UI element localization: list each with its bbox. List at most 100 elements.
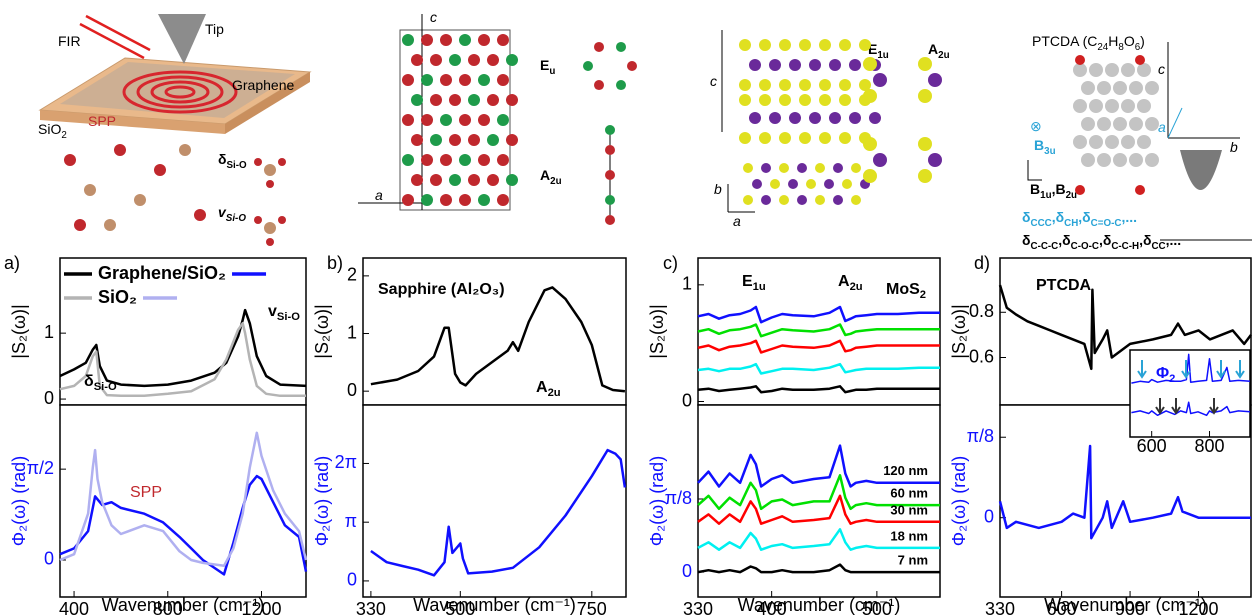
atom xyxy=(819,79,831,91)
text-part: a xyxy=(375,187,383,203)
atom xyxy=(1135,55,1145,65)
panel-label: a) xyxy=(4,253,20,273)
label: vSi-O xyxy=(218,204,246,224)
label: A2u xyxy=(540,167,562,187)
label: δCCC,δCH,δC=O-C,... xyxy=(1022,209,1137,229)
atom xyxy=(430,94,442,106)
label: c xyxy=(1158,61,1165,77)
subscript: CC xyxy=(1151,241,1165,252)
ptcda-illustration: PTCDA (C24H8O6) ⊗ B3u B1u,B2u δCCC,δCH,δ… xyxy=(1022,33,1252,252)
y-axis-label: |S₂(ω)| xyxy=(9,304,29,358)
text-part: ⊗ xyxy=(1030,118,1042,134)
atom xyxy=(402,74,414,86)
text-part: a xyxy=(733,213,741,229)
atom xyxy=(1097,117,1111,131)
atom xyxy=(918,57,932,71)
label: b xyxy=(714,181,722,197)
atom xyxy=(739,132,751,144)
y-axis-label: Φ₂(ω) (rad) xyxy=(9,456,29,546)
text-part: SiO xyxy=(38,121,61,137)
text-part: SPP xyxy=(88,113,116,129)
label: Eu xyxy=(540,57,555,77)
atom xyxy=(194,209,206,221)
legend-label: Graphene/SiO₂ xyxy=(98,263,226,283)
legend-label: SiO₂ xyxy=(98,287,137,307)
x-axis-label: Wavenumber (cm⁻¹) xyxy=(738,595,901,615)
atom xyxy=(487,94,499,106)
atom xyxy=(759,79,771,91)
atom xyxy=(849,59,861,71)
atom xyxy=(497,194,509,206)
atom xyxy=(1075,185,1085,195)
y-tick-label: π/2 xyxy=(27,458,54,478)
atom xyxy=(605,195,615,205)
atom xyxy=(759,132,771,144)
atom xyxy=(616,80,626,90)
atom xyxy=(506,54,518,66)
atom xyxy=(478,74,490,86)
x-axis-label: Wavenumber (cm⁻¹) xyxy=(1044,595,1207,615)
atom xyxy=(1129,117,1143,131)
subscript: C-C-C xyxy=(1031,241,1059,252)
atom xyxy=(797,163,807,173)
atom xyxy=(799,39,811,51)
atom xyxy=(1081,117,1095,131)
atom xyxy=(605,145,615,155)
atom xyxy=(594,42,604,52)
y-tick-label: π xyxy=(345,511,357,531)
atom xyxy=(873,73,887,87)
atom xyxy=(605,215,615,225)
atom xyxy=(761,163,771,173)
atom xyxy=(815,195,825,205)
annotation: SPP xyxy=(130,484,162,501)
atom xyxy=(809,59,821,71)
atom xyxy=(430,54,442,66)
page: FIR Tip Graphene SiO2 SPP δSi-O vSi-O c … xyxy=(0,0,1252,615)
tip xyxy=(158,14,206,64)
y-axis-label: |S₂(ω)| xyxy=(949,304,969,358)
atom xyxy=(468,94,480,106)
atom xyxy=(743,163,753,173)
atom xyxy=(459,114,471,126)
atom xyxy=(1081,153,1095,167)
annotation: PTCDA xyxy=(1036,277,1092,294)
atom xyxy=(749,112,761,124)
atom xyxy=(497,34,509,46)
label: Graphene xyxy=(232,77,294,93)
subscript: Si-O xyxy=(226,213,247,224)
atom xyxy=(421,194,433,206)
atom xyxy=(616,42,626,52)
atom xyxy=(1113,117,1127,131)
atom xyxy=(1145,117,1159,131)
atom xyxy=(487,174,499,186)
atom xyxy=(411,94,423,106)
y-axis-label: Φ₂(ω) (rad) xyxy=(949,456,969,546)
atom xyxy=(799,94,811,106)
atom xyxy=(918,137,932,151)
subscript: Si-O xyxy=(94,381,117,393)
subscript: Si-O xyxy=(227,160,248,171)
atom xyxy=(761,195,771,205)
atom xyxy=(421,74,433,86)
atom xyxy=(459,34,471,46)
atom xyxy=(468,54,480,66)
text-part: O xyxy=(1124,33,1135,49)
atom xyxy=(478,34,490,46)
label: ⊗ xyxy=(1030,118,1042,134)
atom xyxy=(789,59,801,71)
atom xyxy=(1105,99,1119,113)
atom xyxy=(154,164,166,176)
text-part: b xyxy=(1230,139,1238,155)
atom xyxy=(440,194,452,206)
atom xyxy=(1113,153,1127,167)
subscript: 1u xyxy=(753,281,766,293)
atom xyxy=(759,39,771,51)
atom xyxy=(739,39,751,51)
label: B1u,B2u xyxy=(1030,181,1077,201)
atom xyxy=(278,216,286,224)
tip xyxy=(1180,150,1222,190)
label: b xyxy=(1230,139,1238,155)
atom xyxy=(487,134,499,146)
atom xyxy=(266,180,274,188)
atom xyxy=(799,79,811,91)
